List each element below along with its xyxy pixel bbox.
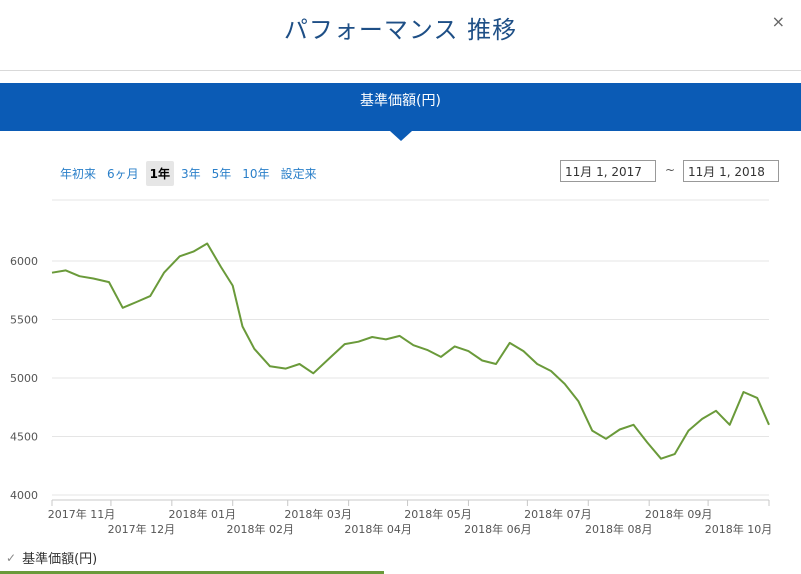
- x-tick-label: 2018年 05月: [404, 507, 472, 521]
- y-tick-label: 4500: [10, 431, 38, 444]
- series-line: [51, 242, 770, 460]
- header-band-arrow: [390, 131, 412, 141]
- title-divider: [0, 70, 801, 71]
- range-button-5[interactable]: 10年: [242, 166, 270, 181]
- y-tick-label: 5500: [10, 314, 38, 327]
- range-button-6[interactable]: 設定来: [280, 166, 317, 181]
- date-to-input[interactable]: 11月 1, 2018: [683, 160, 779, 182]
- range-button-1[interactable]: 6ヶ月: [107, 166, 139, 181]
- legend-series-underline: [0, 571, 384, 574]
- x-tick-label: 2018年 06月: [464, 522, 532, 536]
- x-tick-label: 2018年 03月: [284, 507, 352, 521]
- x-tick-label: 2018年 10月: [705, 522, 773, 536]
- x-tick-label: 2017年 11月: [48, 507, 116, 521]
- date-range-separator: ~: [665, 163, 676, 177]
- range-button-0[interactable]: 年初来: [60, 166, 97, 181]
- x-tick-label: 2018年 01月: [169, 507, 237, 521]
- modal-title: パフォーマンス 推移: [283, 16, 518, 44]
- close-icon[interactable]: ×: [771, 12, 785, 31]
- header-band-title: 基準価額(円): [360, 93, 441, 109]
- x-tick-label: 2018年 04月: [344, 522, 412, 536]
- range-button-4[interactable]: 5年: [211, 166, 232, 181]
- range-button-3[interactable]: 3年: [181, 166, 201, 181]
- checkbox-check-icon[interactable]: ✓: [6, 550, 17, 565]
- x-tick-label: 2018年 07月: [524, 507, 592, 521]
- range-buttons: 年初来 6ヶ月 1年 3年 5年 10年 設定来: [56, 160, 324, 186]
- range-button-2[interactable]: 1年: [145, 160, 175, 186]
- x-tick-label: 2017年 12月: [108, 522, 176, 536]
- legend-label: 基準価額(円): [22, 552, 98, 567]
- x-tick-label: 2018年 09月: [645, 507, 713, 521]
- date-from-input[interactable]: 11月 1, 2017: [560, 160, 656, 182]
- x-tick-label: 2018年 02月: [226, 522, 294, 536]
- x-tick-label: 2018年 08月: [585, 522, 653, 536]
- y-tick-label: 5000: [10, 372, 38, 385]
- y-tick-label: 4000: [10, 489, 38, 502]
- y-tick-label: 6000: [10, 255, 38, 268]
- header-band: 基準価額(円): [0, 83, 801, 131]
- legend[interactable]: ✓ 基準価額(円): [6, 548, 98, 568]
